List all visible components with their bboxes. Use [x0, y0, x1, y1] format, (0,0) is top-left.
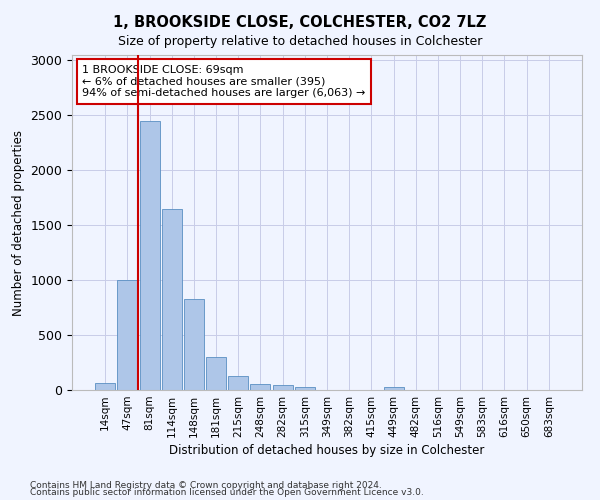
Bar — [118, 280, 137, 390]
Text: 1 BROOKSIDE CLOSE: 69sqm
← 6% of detached houses are smaller (395)
94% of semi-d: 1 BROOKSIDE CLOSE: 69sqm ← 6% of detache… — [82, 65, 365, 98]
Bar — [228, 376, 248, 390]
Bar — [140, 121, 160, 390]
Text: Size of property relative to detached houses in Colchester: Size of property relative to detached ho… — [118, 35, 482, 48]
Bar — [250, 384, 271, 390]
Y-axis label: Number of detached properties: Number of detached properties — [12, 130, 25, 316]
Bar — [95, 384, 115, 390]
Text: Contains public sector information licensed under the Open Government Licence v3: Contains public sector information licen… — [30, 488, 424, 497]
Bar — [206, 356, 226, 390]
Bar — [184, 299, 204, 390]
Bar — [295, 388, 315, 390]
Bar — [162, 209, 182, 390]
Text: 1, BROOKSIDE CLOSE, COLCHESTER, CO2 7LZ: 1, BROOKSIDE CLOSE, COLCHESTER, CO2 7LZ — [113, 15, 487, 30]
X-axis label: Distribution of detached houses by size in Colchester: Distribution of detached houses by size … — [169, 444, 485, 457]
Bar — [272, 385, 293, 390]
Text: Contains HM Land Registry data © Crown copyright and database right 2024.: Contains HM Land Registry data © Crown c… — [30, 480, 382, 490]
Bar — [383, 386, 404, 390]
